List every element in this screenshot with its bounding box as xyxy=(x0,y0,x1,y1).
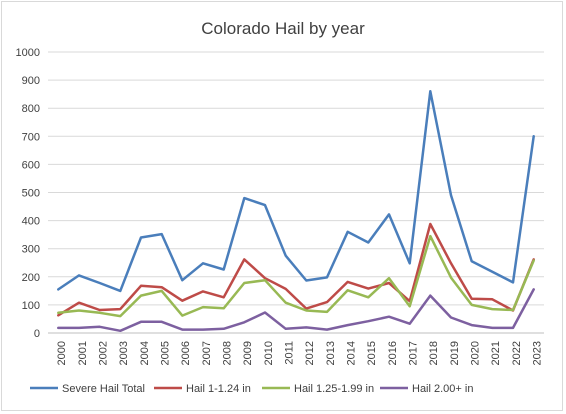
y-tick-label: 600 xyxy=(22,159,40,171)
x-tick-label: 2023 xyxy=(532,341,544,365)
y-tick-label: 0 xyxy=(34,328,40,340)
series-line-2 xyxy=(57,222,535,317)
x-tick-label: 2000 xyxy=(56,341,68,365)
series-line-4 xyxy=(57,288,535,333)
x-tick-label: 2007 xyxy=(201,341,213,365)
x-tick-label: 2018 xyxy=(428,341,440,365)
legend-label: Hail 1.25-1.99 in xyxy=(294,383,374,395)
x-tick-label: 2017 xyxy=(408,341,420,365)
x-tick-label: 2022 xyxy=(511,341,523,365)
x-tick-label: 2012 xyxy=(304,341,316,365)
series-line-1 xyxy=(57,90,535,293)
chart-title: Colorado Hail by year xyxy=(201,19,365,38)
y-tick-label: 300 xyxy=(22,244,40,256)
y-tick-label: 900 xyxy=(22,75,40,87)
series-lines xyxy=(57,90,535,333)
x-tick-label: 2010 xyxy=(263,341,275,365)
series-line-3 xyxy=(57,234,535,318)
y-tick-label: 500 xyxy=(22,188,40,200)
gridlines xyxy=(48,51,544,334)
y-tick-label: 800 xyxy=(22,103,40,115)
x-tick-label: 2014 xyxy=(346,341,358,365)
legend-label: Severe Hail Total xyxy=(62,383,145,395)
x-tick-label: 2009 xyxy=(242,341,254,365)
legend: Severe Hail Total Hail 1-1.24 in Hail 1.25… xyxy=(30,383,473,395)
legend-label: Hail 1-1.24 in xyxy=(186,383,251,395)
x-tick-label: 2021 xyxy=(490,341,502,365)
x-axis-ticks: 2000 2001 2002 2003 2004 2005 2006 2007 2008 2009… xyxy=(56,341,543,365)
legend-label: Hail 2.00+ in xyxy=(412,383,473,395)
y-tick-label: 700 xyxy=(22,131,40,143)
x-tick-label: 2008 xyxy=(222,341,234,365)
x-tick-label: 2005 xyxy=(160,341,172,365)
x-tick-label: 2016 xyxy=(387,341,399,365)
x-tick-label: 2006 xyxy=(180,341,192,365)
x-tick-label: 2003 xyxy=(118,341,130,365)
x-tick-label: 2004 xyxy=(139,341,151,365)
x-tick-label: 2002 xyxy=(98,341,110,365)
x-tick-label: 2001 xyxy=(77,341,89,365)
x-tick-label: 2020 xyxy=(470,341,482,365)
y-tick-label: 400 xyxy=(22,216,40,228)
y-axis-ticks: 0 100 200 300 400 500 600 700 800 900 1000 xyxy=(16,47,40,340)
x-tick-label: 2015 xyxy=(366,341,378,365)
y-tick-label: 1000 xyxy=(16,47,40,59)
x-tick-label: 2013 xyxy=(325,341,337,365)
y-tick-label: 200 xyxy=(22,272,40,284)
x-tick-label: 2019 xyxy=(449,341,461,365)
y-tick-label: 100 xyxy=(22,300,40,312)
x-tick-label: 2011 xyxy=(284,341,296,365)
